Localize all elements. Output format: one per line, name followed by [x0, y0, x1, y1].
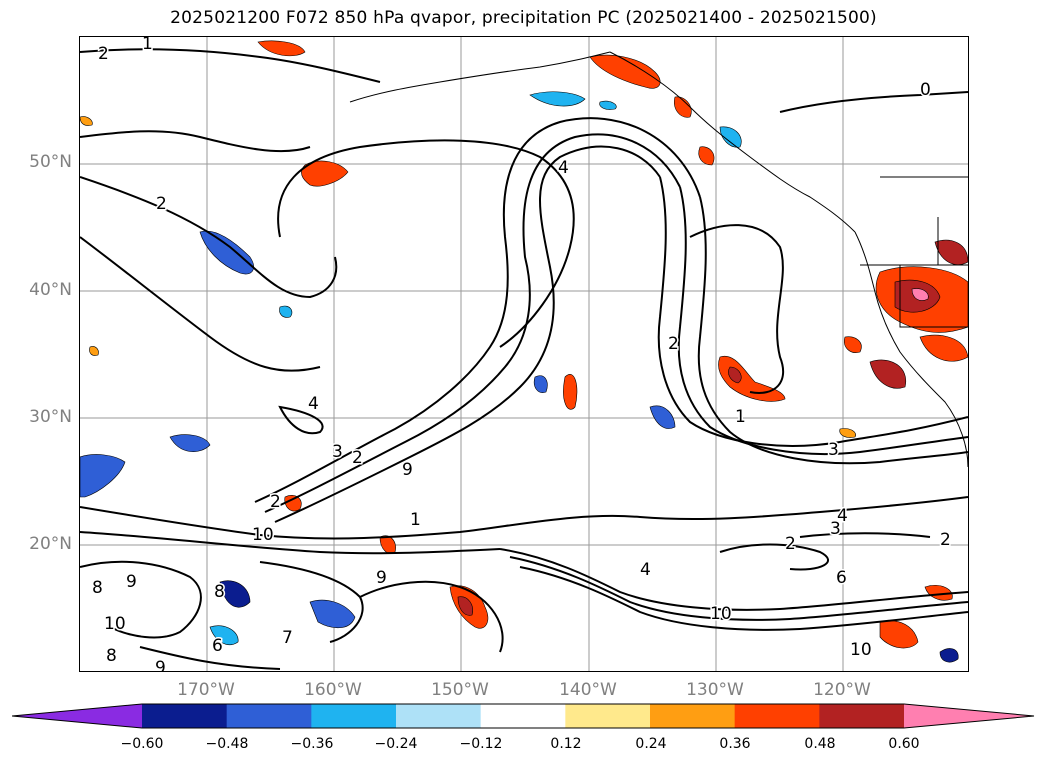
colorbar-segment	[311, 704, 397, 728]
colorbar-segment	[142, 704, 228, 728]
contour-label: 7	[282, 628, 293, 648]
contour-label: 4	[558, 158, 569, 178]
colorbar-tick: 0.24	[635, 736, 667, 752]
contour-label: 2	[940, 530, 951, 550]
contour-label: 9	[376, 568, 387, 588]
colorbar-tick: −0.12	[459, 736, 503, 752]
contour-label: 1	[142, 37, 153, 54]
contour-label: 8	[214, 582, 225, 602]
coastlines	[349, 51, 968, 468]
contour-label: 2	[270, 492, 281, 512]
lat-label-40n: 40°N	[29, 280, 72, 300]
lat-label-20n: 20°N	[29, 534, 72, 554]
lon-label-120w: 120°W	[813, 680, 871, 700]
colorbar-extend-low	[12, 704, 142, 728]
lon-label-130w: 130°W	[686, 680, 744, 700]
colorbar-tick: −0.36	[290, 736, 334, 752]
contour-label: 2	[785, 534, 796, 554]
contour-label: 10	[710, 604, 732, 624]
contour-label: 4	[837, 506, 848, 526]
colorbar-tick: 0.48	[804, 736, 836, 752]
precip-positive-shading	[80, 40, 968, 649]
contour-label: 3	[828, 440, 839, 460]
contour-label: 8	[106, 646, 117, 666]
map-panel: 2 1 0 2 4 2 1 3 2 9 4 10 3 2 4 3 2 6 10 …	[79, 36, 969, 672]
graticule	[80, 37, 968, 671]
lat-label-30n: 30°N	[29, 407, 72, 427]
colorbar-tick: 0.12	[550, 736, 582, 752]
map-title: 2025021200 F072 850 hPa qvapor, precipit…	[170, 8, 877, 28]
contour-label: 10	[104, 614, 126, 634]
contour-label: 9	[126, 572, 137, 592]
colorbar-tick: 0.60	[888, 736, 920, 752]
contour-label: 3	[830, 519, 841, 539]
contour-label: 4	[308, 394, 319, 414]
contour-label: 3	[332, 442, 343, 462]
lon-label-160w: 160°W	[304, 680, 362, 700]
contour-label: 2	[156, 194, 167, 214]
colorbar-segment	[734, 704, 820, 728]
precip-negative-shading	[80, 91, 959, 663]
colorbar-tick: −0.24	[374, 736, 418, 752]
contour-label: 10	[252, 525, 274, 545]
contour-label: 8	[92, 578, 103, 598]
contour-label: 9	[155, 658, 166, 672]
contour-label: 1	[735, 407, 746, 427]
lon-label-150w: 150°W	[431, 680, 489, 700]
contour-label: 6	[836, 568, 847, 588]
lat-label-50n: 50°N	[29, 152, 72, 172]
colorbar	[12, 703, 1035, 729]
colorbar-tick: −0.48	[205, 736, 249, 752]
colorbar-segment	[226, 704, 312, 728]
colorbar-segment	[650, 704, 736, 728]
colorbar-segment	[396, 704, 482, 728]
map-canvas: 2 1 0 2 4 2 1 3 2 9 4 10 3 2 4 3 2 6 10 …	[80, 37, 968, 672]
colorbar-tick: 0.36	[719, 736, 751, 752]
colorbar-segment	[480, 704, 566, 728]
contour-label: 2	[98, 44, 109, 64]
colorbar-segment	[819, 704, 905, 728]
colorbar-tick: −0.60	[120, 736, 164, 752]
contour-label: 10	[850, 640, 872, 660]
contour-label: 2	[352, 448, 363, 468]
contour-label: 1	[410, 510, 421, 530]
contour-label: 4	[640, 560, 651, 580]
lon-label-140w: 140°W	[559, 680, 617, 700]
contour-labels: 2 1 0 2 4 2 1 3 2 9 4 10 3 2 4 3 2 6 10 …	[91, 37, 953, 672]
contour-label: 0	[920, 80, 931, 100]
contour-label: 6	[212, 636, 223, 656]
contour-label: 2	[668, 334, 679, 354]
colorbar-segment	[565, 704, 651, 728]
moisture-contours	[80, 48, 968, 670]
lon-label-170w: 170°W	[177, 680, 235, 700]
colorbar-extend-high	[904, 704, 1034, 728]
contour-label: 9	[402, 460, 413, 480]
